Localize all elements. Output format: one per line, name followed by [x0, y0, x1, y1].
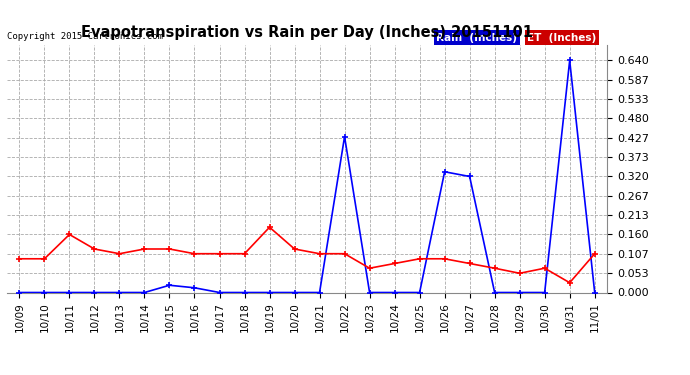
Text: ET  (Inches): ET (Inches) — [527, 33, 597, 42]
Text: Rain  (Inches): Rain (Inches) — [436, 33, 517, 42]
Text: Copyright 2015 Cartronics.com: Copyright 2015 Cartronics.com — [7, 32, 163, 41]
Title: Evapotranspiration vs Rain per Day (Inches) 20151101: Evapotranspiration vs Rain per Day (Inch… — [81, 25, 533, 40]
